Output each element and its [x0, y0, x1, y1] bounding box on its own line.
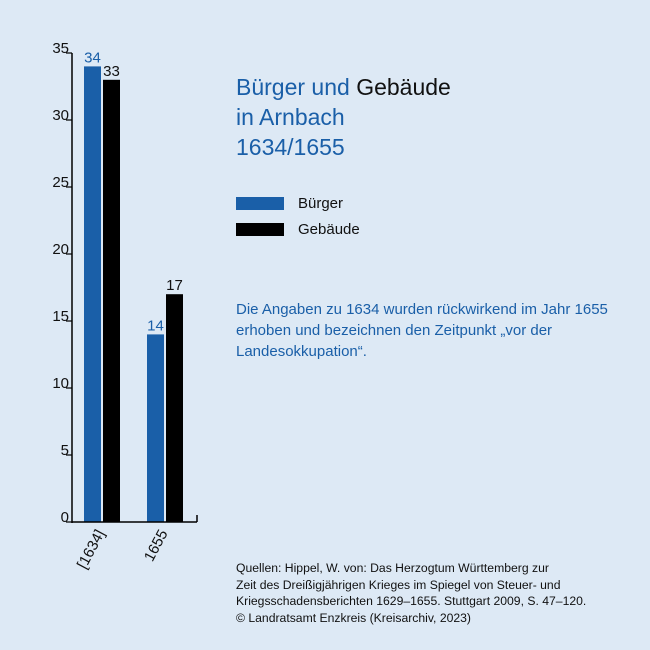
y-tick-label: 10	[52, 375, 69, 392]
note-text: Die Angaben zu 1634 wurden rückwirkend i…	[236, 301, 608, 360]
data-label: 34	[84, 49, 101, 66]
data-label: 33	[103, 63, 120, 80]
y-tick-label: 0	[61, 509, 69, 526]
source-block: Quellen: Hippel, W. von: Das Herzogtum W…	[236, 560, 636, 626]
y-tick-label: 35	[52, 40, 69, 57]
y-tick-label: 5	[61, 442, 69, 459]
y-tick-label: 25	[52, 174, 69, 191]
legend-swatch-buerger	[236, 197, 284, 210]
x-category-label: 1655	[141, 527, 172, 564]
bar	[166, 294, 183, 522]
x-category-label: [1634]	[74, 527, 109, 572]
title-part-blue: Bürger und	[236, 74, 350, 100]
data-label: 14	[147, 317, 164, 334]
source-line: Kriegsschadensberichten 1629–1655. Stutt…	[236, 594, 587, 608]
y-tick-label: 20	[52, 241, 69, 258]
bar	[147, 334, 164, 522]
legend: Bürger Gebäude	[236, 193, 360, 245]
legend-label-gebaeude: Gebäude	[298, 221, 360, 238]
chart-title: Bürger und Gebäude in Arnbach 1634/1655	[236, 72, 451, 162]
legend-item-gebaeude: Gebäude	[236, 219, 360, 240]
data-label: 17	[166, 277, 183, 294]
legend-label-buerger: Bürger	[298, 195, 344, 212]
title-line-2: in Arnbach	[236, 104, 345, 130]
source-line: Zeit des Dreißigjährigen Krieges im Spie…	[236, 577, 561, 592]
bar	[103, 79, 120, 523]
legend-item-buerger: Bürger	[236, 193, 360, 214]
bar	[84, 66, 101, 523]
legend-swatch-gebaeude	[236, 223, 284, 236]
title-part-black: Gebäude	[356, 74, 451, 100]
y-tick-label: 30	[52, 107, 69, 124]
source-line: © Landratsamt Enzkreis (Kreisarchiv, 202…	[236, 610, 471, 625]
source-line: Quellen: Hippel, W. von: Das Herzogtum W…	[236, 561, 549, 575]
title-line-3: 1634/1655	[236, 134, 345, 160]
y-tick-label: 15	[52, 308, 69, 325]
